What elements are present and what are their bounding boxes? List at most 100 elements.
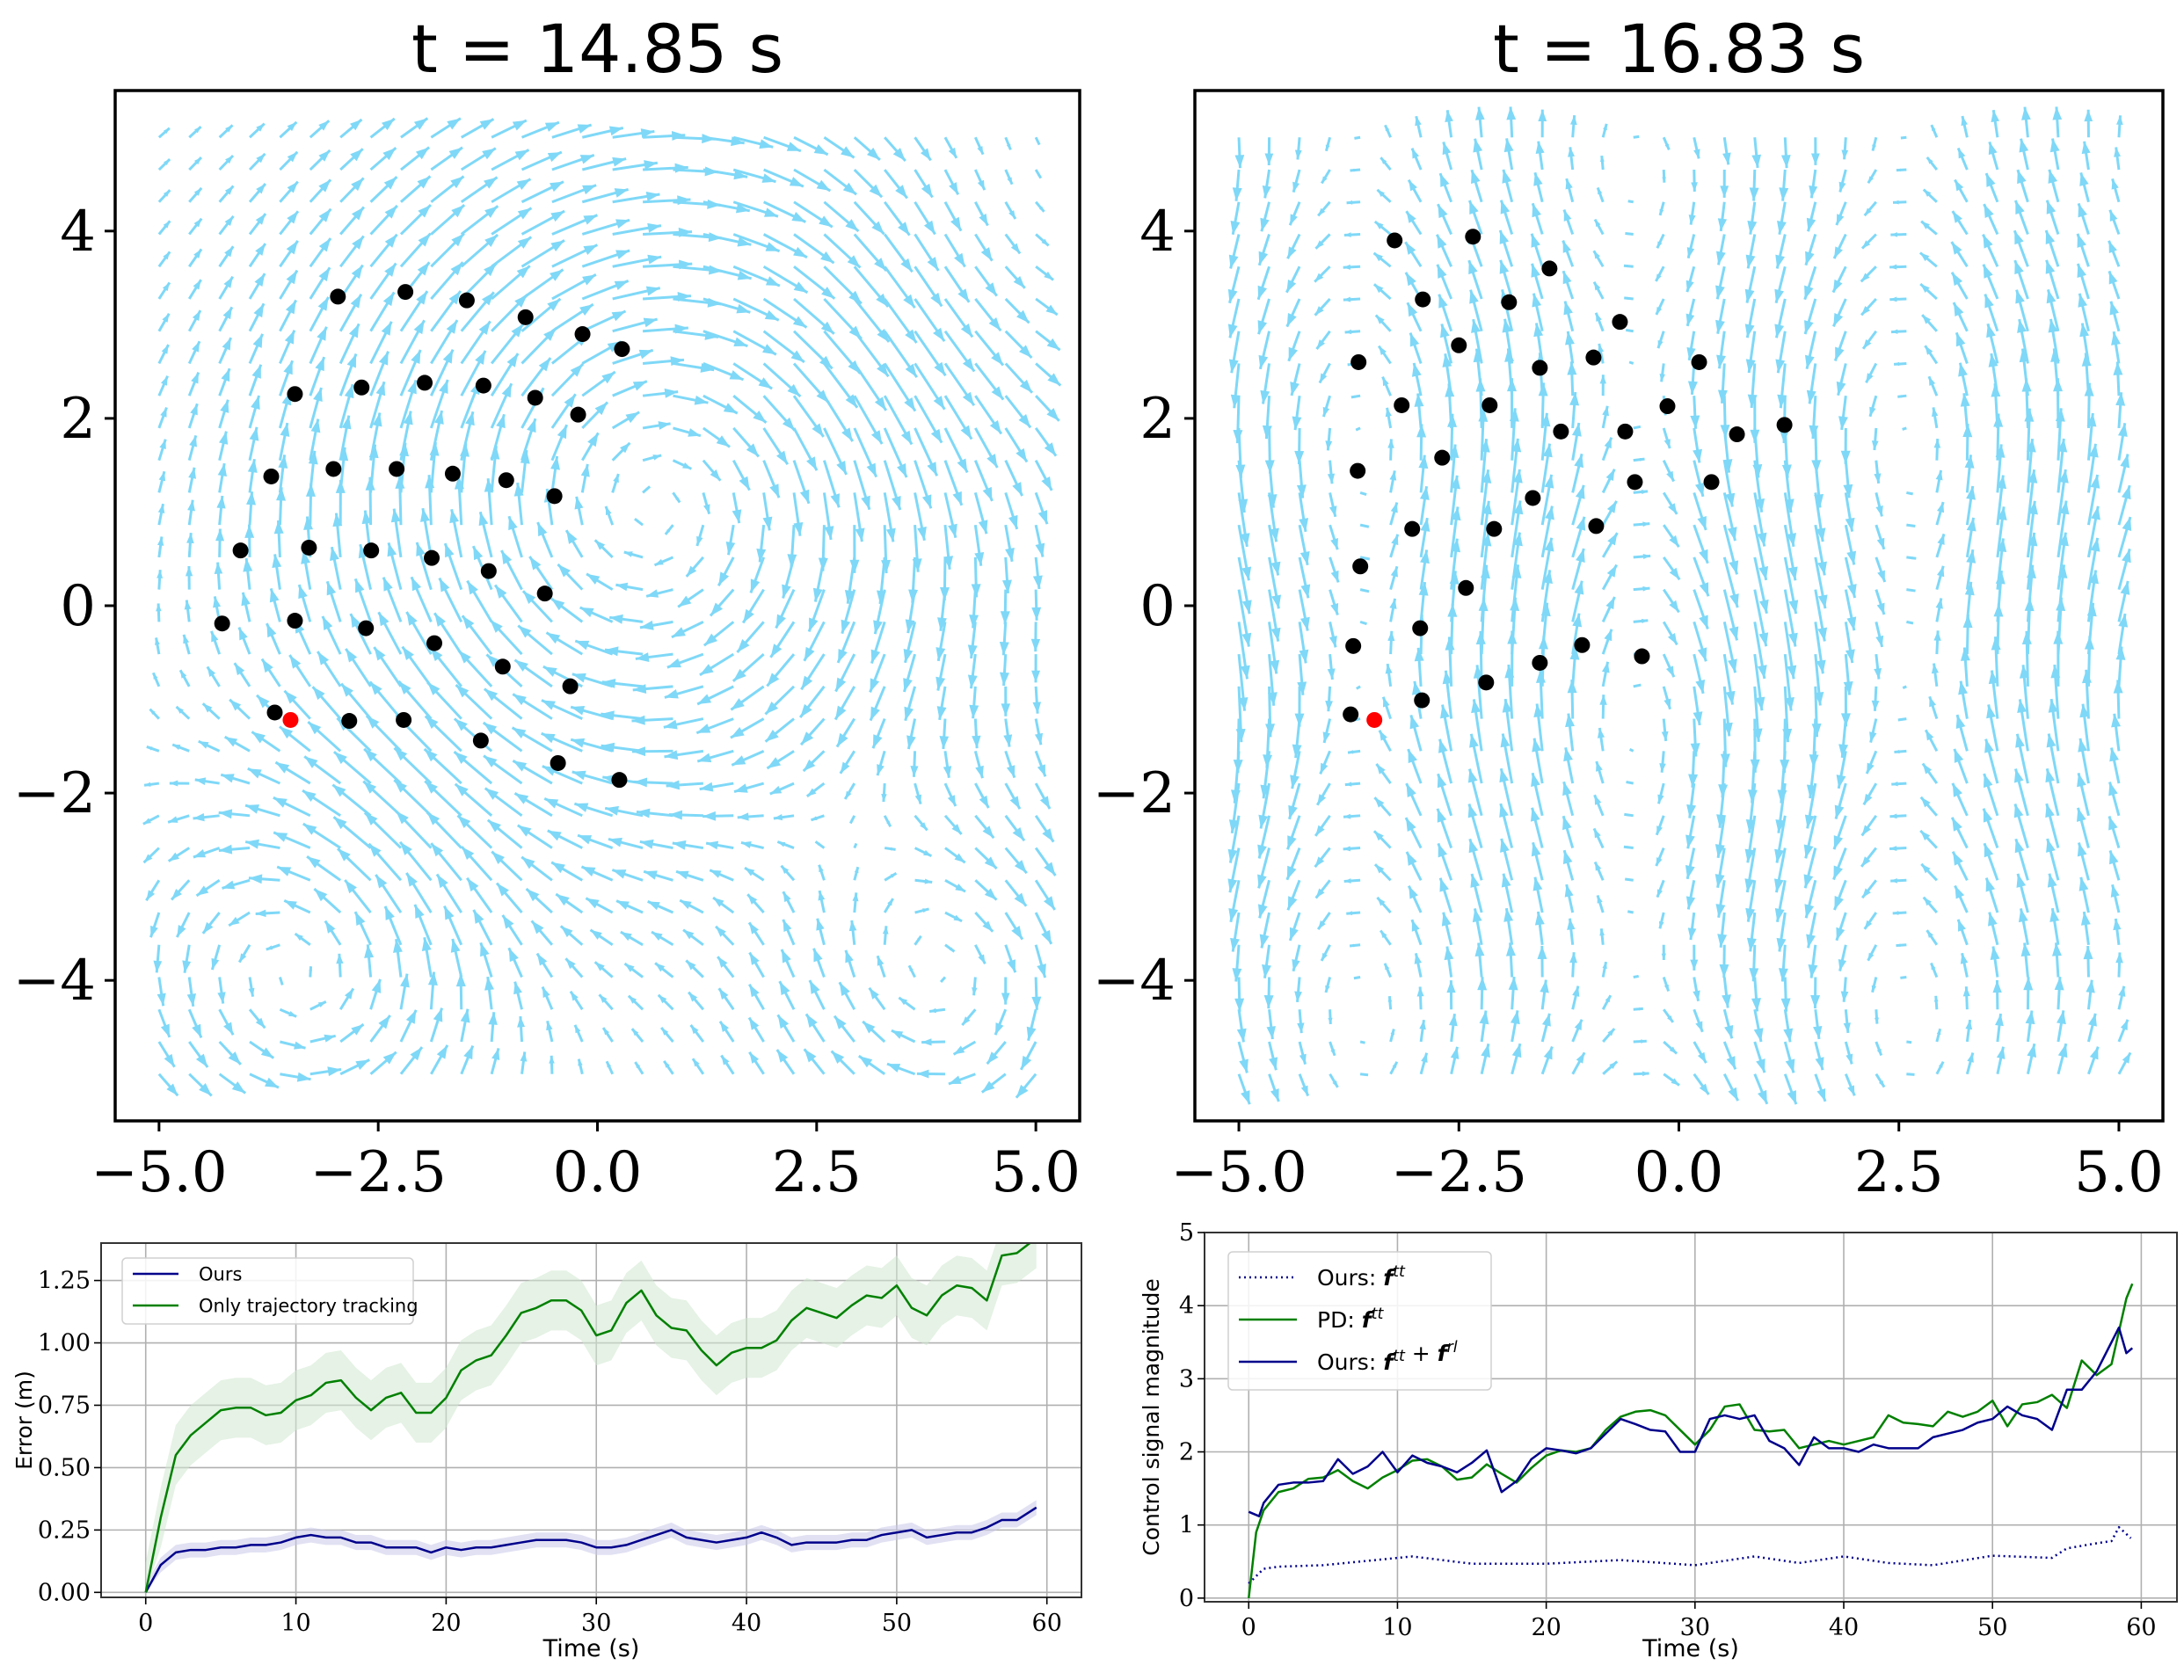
field-arrow (1359, 588, 1370, 593)
field-arrow (1227, 265, 1241, 304)
arrow-head-icon (982, 486, 993, 501)
arrow-head-icon (1564, 884, 1574, 898)
arrow-head-icon (1346, 911, 1353, 916)
field-arrow (460, 846, 493, 882)
field-arrow (943, 814, 963, 835)
field-arrow (898, 996, 916, 1011)
arrow-head-icon (971, 584, 981, 598)
arrow-head-icon (1382, 696, 1390, 708)
arrow-head-icon (1415, 116, 1422, 127)
field-arrow (1869, 718, 1878, 743)
field-arrow (935, 653, 947, 691)
field-arrow (430, 349, 455, 396)
field-arrow (1751, 977, 1761, 1012)
arrow-head-icon (384, 205, 397, 219)
arrow-head-icon (793, 246, 807, 258)
field-arrow (1843, 460, 1853, 498)
field-arrow (1015, 1073, 1037, 1099)
field-arrow (1298, 622, 1309, 664)
field-arrow (188, 1041, 209, 1068)
arrow-head-icon (1001, 703, 1011, 716)
arrow-head-icon (434, 411, 444, 425)
field-arrow (1562, 240, 1575, 267)
arrow-head-icon (1697, 1051, 1707, 1064)
arrow-head-icon (541, 700, 556, 710)
arrow-head-icon (1729, 560, 1739, 575)
arrow-head-icon (781, 865, 790, 874)
arrow-head-icon (578, 1058, 583, 1066)
field-arrow (182, 634, 191, 655)
arrow-head-icon (332, 784, 346, 797)
arrow-head-icon (1292, 959, 1300, 971)
arrow-head-icon (1685, 864, 1695, 879)
field-arrow (1034, 524, 1045, 557)
arrow-head-icon (571, 673, 586, 683)
field-arrow (1262, 169, 1271, 199)
arrow-head-icon (845, 219, 859, 232)
field-arrow (483, 687, 523, 720)
field-arrow (149, 708, 160, 720)
arrow-head-icon (484, 977, 494, 991)
arrow-head-icon (355, 912, 366, 927)
arrow-head-icon (1955, 715, 1966, 730)
arrow-head-icon (586, 898, 600, 909)
field-arrow (1814, 622, 1826, 674)
arrow-head-icon (1889, 296, 1897, 302)
arrow-head-icon (1438, 204, 1448, 219)
arrow-head-icon (1777, 394, 1787, 409)
arrow-head-icon (544, 122, 559, 132)
field-arrow (157, 344, 170, 365)
field-arrow (914, 233, 940, 272)
arrow-head-icon (1032, 702, 1042, 714)
arrow-head-icon (455, 685, 470, 698)
field-arrow (1803, 815, 1817, 859)
field-arrow (1569, 115, 1577, 138)
field-arrow (1004, 233, 1022, 255)
field-arrow (279, 299, 298, 332)
field-arrow (294, 932, 311, 946)
arrow-head-icon (214, 562, 223, 575)
arrow-head-icon (1437, 234, 1447, 249)
arrow-head-icon (1317, 794, 1327, 805)
arrow-head-icon (957, 458, 968, 473)
field-arrow (435, 873, 463, 913)
field-arrow (1897, 394, 1907, 398)
field-arrow (1540, 505, 1554, 558)
arrow-head-icon (1685, 313, 1695, 326)
arrow-head-icon (484, 206, 499, 218)
arrow-head-icon (1018, 414, 1031, 428)
field-arrow (1350, 394, 1361, 399)
arrow-head-icon (1503, 138, 1514, 153)
field-arrow (604, 505, 615, 526)
field-arrow (914, 492, 927, 542)
field-arrow (1875, 1073, 1886, 1088)
field-arrow (1034, 879, 1057, 911)
field-arrow (309, 1034, 337, 1044)
arrow-head-icon (512, 120, 527, 131)
arrow-head-icon (1656, 273, 1662, 281)
field-arrow (1387, 630, 1395, 655)
arrow-head-icon (1594, 795, 1602, 805)
arrow-head-icon (550, 181, 564, 193)
field-arrow (1540, 474, 1554, 526)
arrow-head-icon (413, 118, 428, 130)
arrow-head-icon (1845, 517, 1855, 532)
field-arrow (1601, 500, 1618, 526)
field-arrow (169, 780, 190, 787)
field-arrow (460, 350, 487, 396)
field-arrow (762, 200, 806, 223)
arrow-head-icon (1468, 839, 1479, 854)
field-arrow (1960, 393, 1970, 429)
arrow-head-icon (1751, 998, 1761, 1012)
field-arrow (883, 460, 902, 511)
arrow-head-icon (288, 1011, 297, 1017)
field-arrow (248, 1008, 266, 1029)
arrow-head-icon (1806, 217, 1816, 232)
arrow-head-icon (1992, 979, 2002, 993)
field-arrow (580, 463, 590, 493)
field-arrow (1838, 944, 1847, 971)
field-arrow (703, 394, 739, 415)
arrow-head-icon (960, 323, 973, 338)
arrow-head-icon (364, 812, 378, 825)
field-arrow (1601, 629, 1613, 655)
